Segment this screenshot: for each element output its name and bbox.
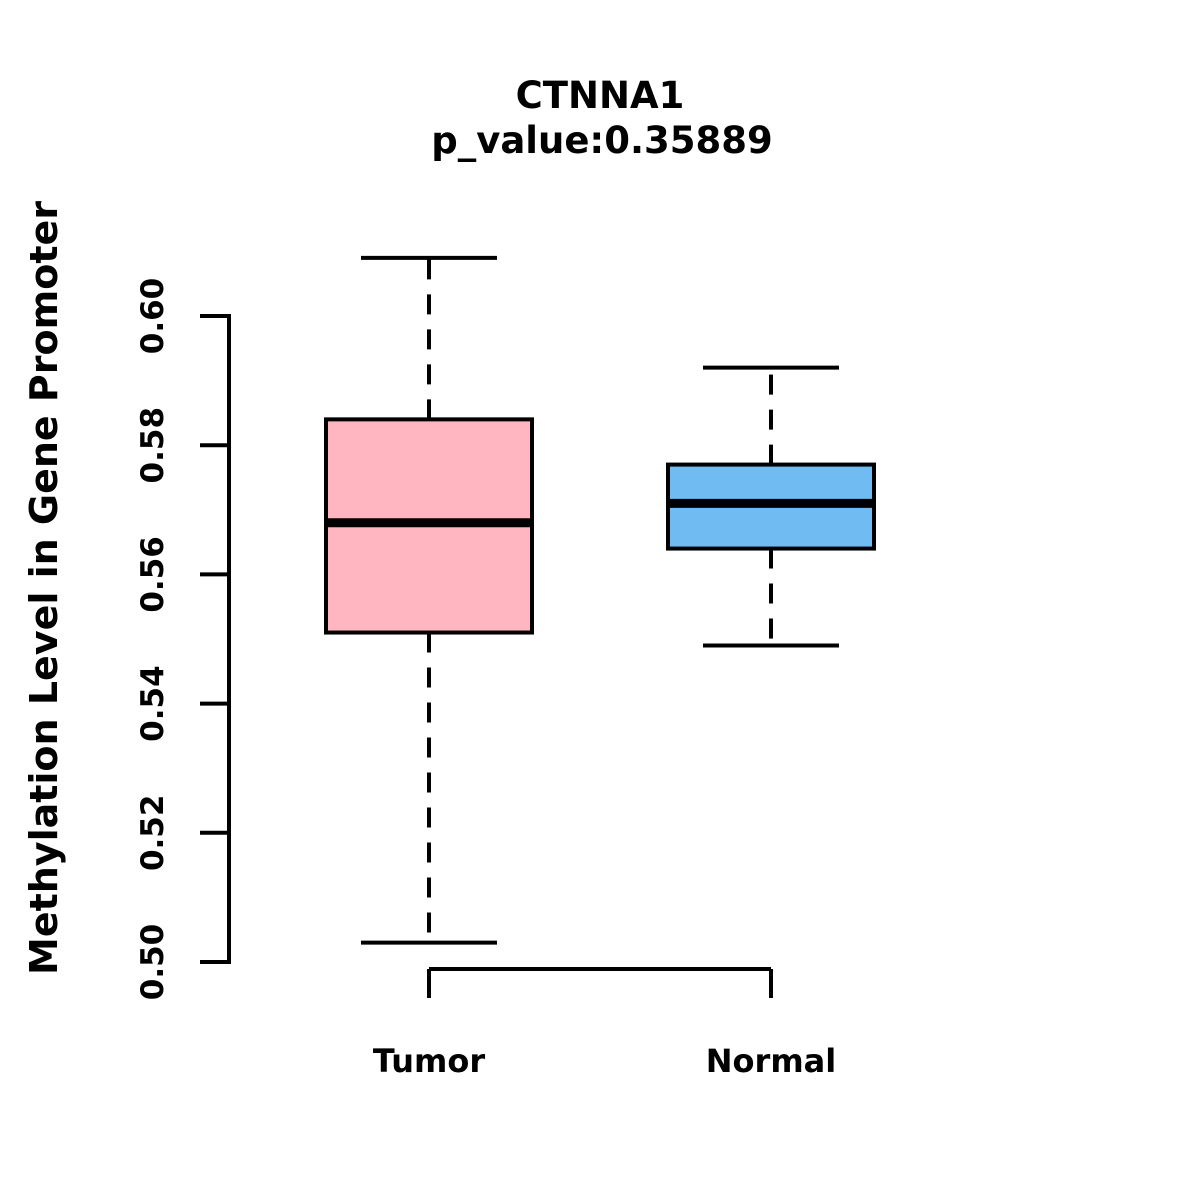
chart-subtitle: p_value:0.35889 (431, 119, 773, 162)
y-tick-label: 0.54 (135, 665, 171, 742)
boxplot-tumor (324, 255, 534, 945)
y-axis-label: Methylation Level in Gene Promoter (22, 201, 66, 975)
boxplot-normal (666, 365, 876, 648)
x-category-label-normal: Normal (706, 1042, 836, 1080)
boxplot-series-layer (324, 255, 876, 945)
y-tick-label: 0.52 (135, 795, 171, 872)
y-axis: 0.50 0.52 0.54 0.56 0.58 0.60 (135, 278, 231, 1001)
x-axis: Tumor Normal (373, 967, 836, 1080)
y-tick-label: 0.58 (135, 407, 171, 484)
chart-title: CTNNA1 (516, 74, 685, 117)
y-tick-label: 0.50 (135, 924, 171, 1001)
x-category-label-tumor: Tumor (373, 1042, 485, 1080)
y-tick-label: 0.60 (135, 278, 171, 355)
y-tick-label: 0.56 (135, 536, 171, 613)
